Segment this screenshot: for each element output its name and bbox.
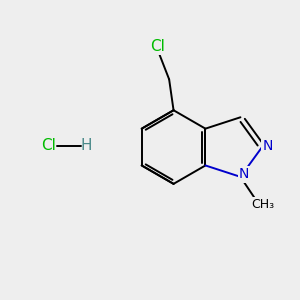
Text: H: H: [81, 138, 92, 153]
Text: Cl: Cl: [150, 39, 165, 54]
Text: N: N: [239, 167, 249, 182]
Text: CH₃: CH₃: [251, 198, 275, 211]
Text: Cl: Cl: [41, 138, 56, 153]
Text: N: N: [262, 139, 273, 153]
